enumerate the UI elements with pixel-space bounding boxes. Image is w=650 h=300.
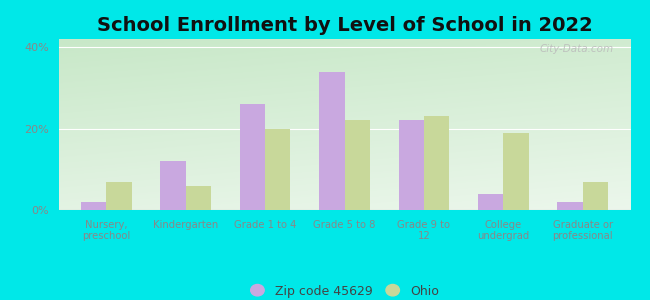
- Bar: [186, 186, 211, 210]
- Bar: [503, 133, 529, 210]
- Bar: [81, 202, 106, 210]
- Bar: [398, 120, 424, 210]
- Bar: [106, 182, 131, 210]
- Bar: [160, 161, 186, 210]
- Bar: [319, 72, 344, 210]
- Bar: [583, 182, 608, 210]
- Text: City-Data.com: City-Data.com: [540, 44, 614, 54]
- Bar: [558, 202, 583, 210]
- Bar: [478, 194, 503, 210]
- Legend: Zip code 45629, Ohio: Zip code 45629, Ohio: [245, 280, 444, 300]
- Title: School Enrollment by Level of School in 2022: School Enrollment by Level of School in …: [97, 16, 592, 35]
- Bar: [344, 120, 370, 210]
- Bar: [424, 116, 449, 210]
- Bar: [240, 104, 265, 210]
- Bar: [265, 129, 291, 210]
